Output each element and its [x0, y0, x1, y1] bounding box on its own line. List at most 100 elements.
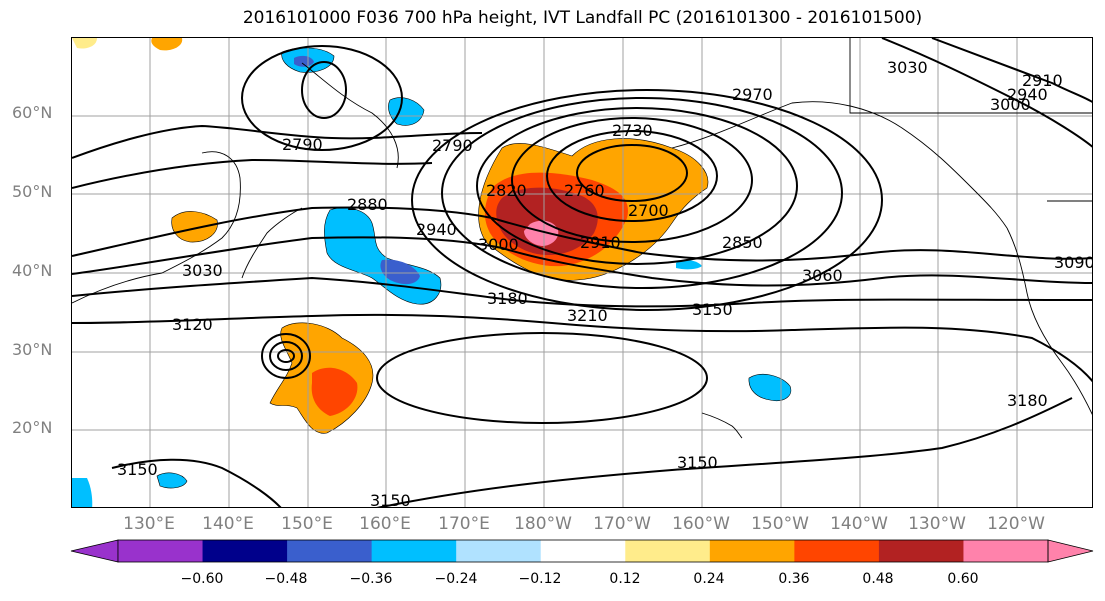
latitude-label: 40°N: [12, 261, 53, 280]
longitude-label: 140°E: [202, 514, 254, 534]
longitude-label: 120°W: [987, 514, 1045, 534]
contour-label: 2730: [612, 121, 653, 140]
japan-coast: [241, 207, 303, 279]
colorbar-tick-label: −0.60: [180, 571, 224, 587]
longitude-label: 160°W: [672, 514, 730, 534]
northeast-contour-2: [931, 38, 1092, 103]
zonal-contour-1: [72, 206, 1092, 262]
longitude-label: 140°W: [830, 514, 888, 534]
contour-label: 2970: [732, 85, 773, 104]
colorbar-segment: [625, 540, 711, 562]
contour-label: 3180: [487, 289, 528, 308]
alaska-coast: [671, 101, 1008, 229]
contour-label: 2790: [282, 135, 323, 154]
latitude-label: 30°N: [12, 340, 53, 359]
contour-label: 3180: [1007, 391, 1048, 410]
colorbar-segment: [456, 540, 542, 562]
contour-labels: 2790 2790 2730 2970 3030 2910 2940 3000 …: [117, 58, 1093, 508]
low-center-contour-6: [411, 89, 883, 311]
colorbar-segment: [878, 540, 964, 562]
colorbar-tick-label: 0.12: [609, 571, 641, 587]
contour-label: 2790: [432, 136, 473, 155]
low-center-contour-3: [511, 117, 753, 243]
contour-label: 2760: [564, 181, 605, 200]
contour-label: 3000: [990, 95, 1031, 114]
colorbar-arrow-left: [70, 539, 119, 563]
colorbar-segment: [540, 540, 626, 562]
contour-label: 2910: [580, 233, 621, 252]
latitude-label: 50°N: [12, 182, 53, 201]
zonal-contour-2: [72, 236, 1092, 287]
central-pacific-negative-core: [380, 259, 420, 285]
longitude-label: 160°E: [359, 514, 411, 534]
west-low-contour-3: [261, 333, 311, 379]
zonal-contour-5: [111, 458, 282, 507]
map-panel: 2790 2790 2730 2970 3030 2910 2940 3000 …: [71, 37, 1093, 508]
longitude-label: 170°E: [438, 514, 490, 534]
contour-label: 3150: [117, 460, 158, 479]
colorbar-segment: [118, 540, 204, 562]
height-contours: [72, 38, 1092, 507]
zonal-contour-6: [376, 397, 1073, 507]
positive-anomaly-regions: [72, 38, 709, 434]
colorbar-segment: [287, 540, 373, 562]
zonal-contour-3: [72, 276, 1092, 308]
longitude-label: 130°E: [123, 514, 175, 534]
longitude-label: 130°W: [908, 514, 966, 534]
contour-label: 3030: [887, 58, 928, 77]
colorbar-segments: [70, 539, 1094, 563]
latitude-label: 60°N: [12, 103, 53, 122]
north-america-coast: [1006, 227, 1092, 415]
zonal-contour-4: [72, 313, 1092, 383]
colorbar-tick-label: 0.24: [693, 571, 725, 587]
map-canvas: 2790 2790 2730 2970 3030 2910 2940 3000 …: [72, 38, 1093, 508]
west-low-contour-1: [277, 349, 295, 363]
contour-label: 3000: [478, 235, 519, 254]
west-low-contour-2: [269, 341, 303, 371]
japan-positive-anomaly: [171, 211, 218, 243]
graticule: [72, 38, 1092, 507]
subtropical-high-contour: [376, 332, 708, 424]
kamchatka-coast: [301, 62, 399, 169]
colorbar-tick-label: −0.48: [264, 571, 308, 587]
northern-contour-2: [72, 158, 433, 189]
colorbar-tick-label: 0.36: [778, 571, 810, 587]
west-pacific-positive-core: [311, 367, 358, 416]
nw-positive-anomaly: [72, 38, 97, 49]
contour-label: 3150: [692, 300, 733, 319]
northern-contour-1: [72, 124, 483, 159]
map-title: 2016101000 F036 700 hPa height, IVT Land…: [242, 8, 923, 28]
contour-label: 3060: [802, 266, 843, 285]
bering-negative-core: [294, 55, 314, 67]
contour-label: 3030: [182, 261, 223, 280]
low-center-contour-2: [546, 130, 718, 222]
colorbar-segment: [794, 540, 880, 562]
corner-negative-anomaly: [72, 478, 93, 507]
longitude-label: 150°E: [281, 514, 333, 534]
contour-label: 2940: [1007, 85, 1048, 104]
northeast-contour-1: [881, 38, 1092, 148]
sw-negative-anomaly: [156, 472, 188, 489]
contour-label: 3090: [1054, 253, 1093, 272]
latitude-label: 20°N: [12, 418, 53, 437]
contour-label: 3150: [370, 491, 411, 508]
low-center-contour-5: [441, 97, 843, 289]
bering-low-contour: [301, 61, 347, 119]
hawaii-islands: [701, 412, 743, 439]
negative-anomaly-regions: [72, 47, 792, 507]
longitude-label: 170°W: [593, 514, 651, 534]
colorbar-border: [117, 539, 1049, 563]
contour-label: 3210: [567, 306, 608, 325]
coastlines: [72, 38, 1092, 439]
bering-low-contour-2: [241, 45, 403, 151]
contour-label: 3120: [172, 315, 213, 334]
alaska-border: [849, 38, 1092, 114]
colorbar-tick-label: 0.60: [947, 571, 979, 587]
asia-coast: [72, 151, 241, 304]
longitude-label: 150°W: [751, 514, 809, 534]
contour-label: 2910: [1022, 71, 1063, 90]
contour-label: 2820: [486, 181, 527, 200]
colorbar-tick-label: −0.12: [518, 571, 562, 587]
longitude-label: 180°W: [514, 514, 572, 534]
contour-label: 2880: [347, 195, 388, 214]
